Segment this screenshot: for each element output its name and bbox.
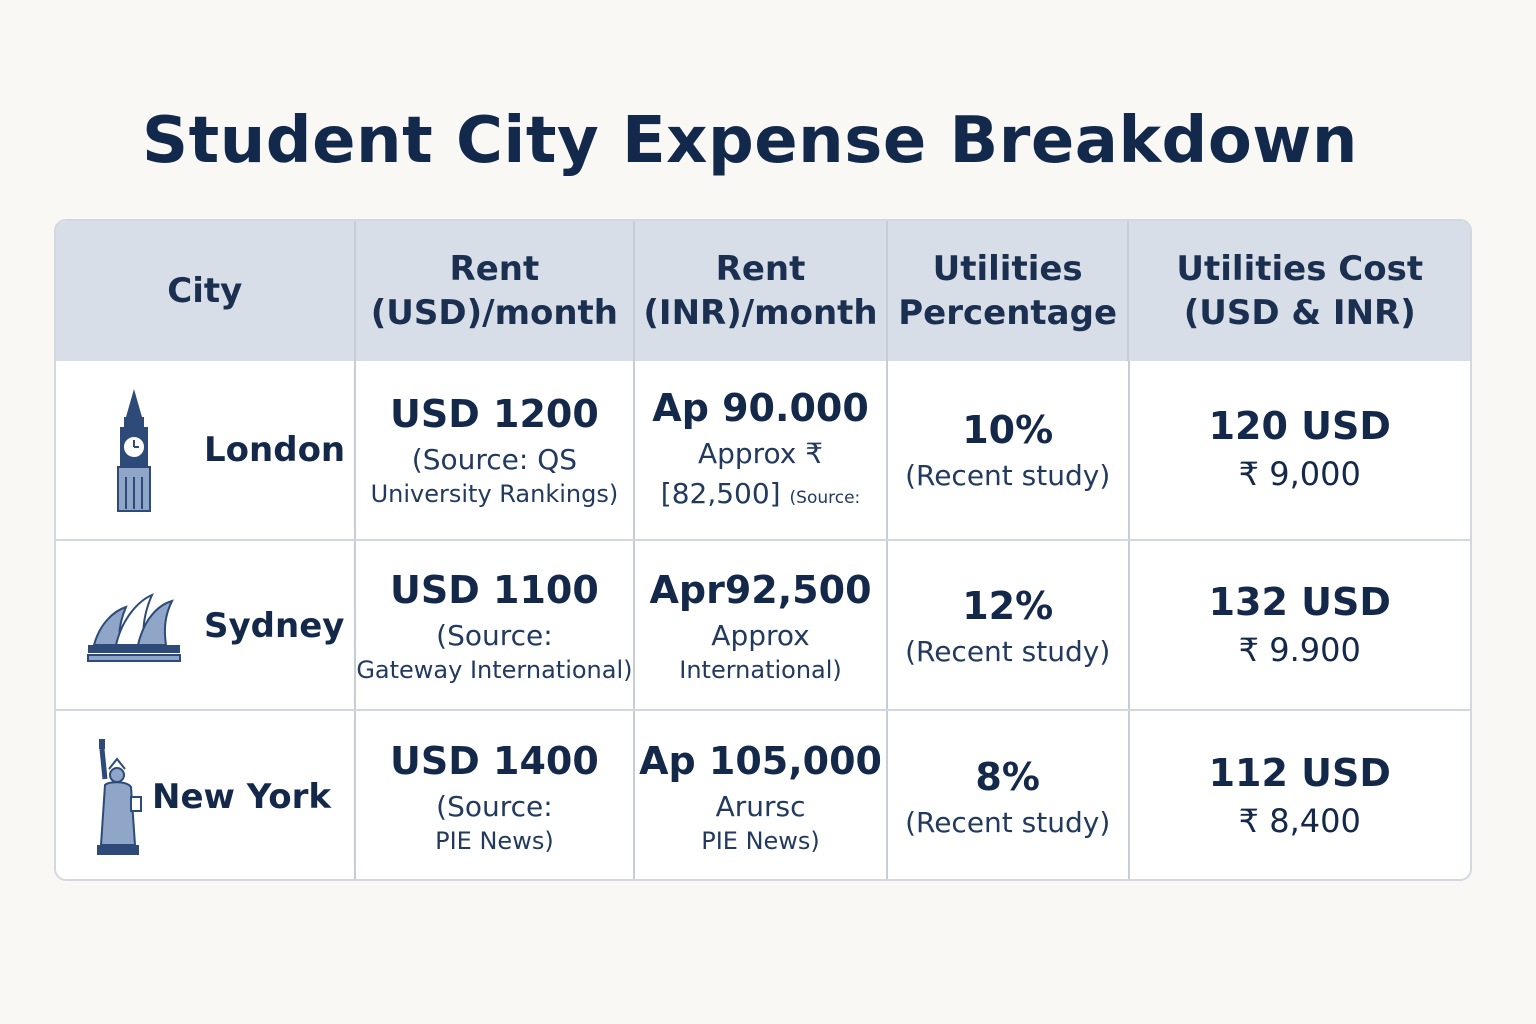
rent-inr-value: Apr92,500: [649, 568, 872, 612]
utilities-cost-usd: 120 USD: [1208, 404, 1391, 448]
utilities-percentage-value: 8%: [975, 755, 1040, 799]
utilities-cost-cell: 112 USD ₹ 8,400: [1130, 711, 1471, 879]
rent-inr-cell: Apr92,500 Approx International): [635, 541, 888, 711]
header-label: Rent: [449, 249, 540, 289]
rent-usd-value: USD 1400: [390, 739, 599, 783]
rent-inr-value: Ap 105,000: [639, 739, 882, 783]
city-name: Sydney: [204, 606, 345, 646]
statue-of-liberty-icon: [84, 732, 154, 862]
header-label: Utilities: [932, 249, 1083, 289]
utilities-cost-inr: ₹ 8,400: [1238, 802, 1361, 840]
utilities-percentage-note: (Recent study): [905, 459, 1111, 492]
utilities-percentage-value: 12%: [962, 584, 1054, 628]
rent-inr-note-line: [82,500] (Source:: [661, 476, 860, 516]
utilities-cost-cell: 120 USD ₹ 9,000: [1130, 361, 1471, 539]
header-label: (USD)/month: [370, 293, 619, 333]
rent-inr-note: [82,500]: [660, 477, 781, 510]
utilities-percentage-note: (Recent study): [905, 806, 1111, 839]
utilities-percentage-cell: 12% (Recent study): [888, 541, 1130, 711]
header-rent-usd: Rent (USD)/month: [356, 221, 636, 361]
table-row: New York USD 1400 (Source: PIE News) Ap …: [56, 709, 1471, 879]
expense-table: City Rent (USD)/month Rent (INR)/month U…: [54, 219, 1472, 881]
rent-usd-note: Gateway International): [356, 656, 633, 684]
city-name: New York: [152, 777, 331, 817]
utilities-percentage-cell: 8% (Recent study): [888, 711, 1130, 879]
rent-inr-value: Ap 90.000: [652, 386, 869, 430]
utilities-percentage-note: (Recent study): [905, 635, 1111, 668]
city-name: London: [204, 430, 346, 470]
utilities-cost-inr: ₹ 9,000: [1238, 455, 1361, 493]
header-label: Utilities Cost: [1176, 249, 1424, 289]
rent-usd-note: University Rankings): [370, 480, 619, 508]
city-cell: Sydney: [56, 541, 356, 711]
table-row: London USD 1200 (Source: QS University R…: [56, 361, 1470, 539]
rent-usd-note: (Source: QS: [411, 443, 578, 476]
rent-inr-cell: Ap 105,000 Arursc PIE News): [635, 711, 888, 879]
header-label: Rent: [715, 249, 806, 289]
rent-inr-note: International): [679, 656, 842, 684]
rent-inr-note: Approx: [711, 619, 810, 652]
big-ben-icon: [84, 385, 184, 515]
rent-inr-note: PIE News): [701, 827, 820, 855]
table-header-row: City Rent (USD)/month Rent (INR)/month U…: [56, 221, 1470, 361]
opera-house-icon: [84, 561, 184, 691]
utilities-cost-usd: 132 USD: [1208, 580, 1391, 624]
utilities-cost-inr: ₹ 9.900: [1238, 631, 1361, 669]
header-rent-inr: Rent (INR)/month: [635, 221, 888, 361]
rent-usd-note: (Source:: [436, 790, 553, 823]
rent-usd-cell: USD 1400 (Source: PIE News): [356, 711, 636, 879]
header-label: City: [167, 271, 243, 311]
header-label: (USD & INR): [1183, 293, 1416, 333]
utilities-cost-cell: 132 USD ₹ 9.900: [1130, 541, 1471, 711]
header-label: (INR)/month: [643, 293, 878, 333]
rent-usd-cell: USD 1100 (Source: Gateway International): [356, 541, 636, 711]
header-utilities-percentage: Utilities Percentage: [888, 221, 1130, 361]
header-utilities-cost: Utilities Cost (USD & INR): [1129, 221, 1470, 361]
city-cell: London: [56, 361, 356, 539]
rent-usd-value: USD 1100: [390, 568, 599, 612]
rent-inr-cell: Ap 90.000 Approx ₹ [82,500] (Source:: [635, 361, 888, 539]
utilities-percentage-value: 10%: [962, 408, 1054, 452]
rent-usd-note: (Source:: [436, 619, 553, 652]
rent-inr-note: Approx ₹: [697, 437, 824, 470]
table-row: Sydney USD 1100 (Source: Gateway Interna…: [56, 539, 1470, 711]
page-title: Student City Expense Breakdown: [142, 104, 1358, 178]
rent-inr-source: (Source:: [789, 488, 861, 508]
city-cell: New York: [56, 711, 356, 879]
utilities-percentage-cell: 10% (Recent study): [888, 361, 1130, 539]
rent-usd-value: USD 1200: [390, 392, 599, 436]
rent-usd-note: PIE News): [435, 827, 554, 855]
rent-inr-note: Arursc: [715, 790, 806, 823]
header-label: Percentage: [898, 293, 1118, 333]
utilities-cost-usd: 112 USD: [1208, 751, 1391, 795]
header-city: City: [56, 221, 356, 361]
rent-usd-cell: USD 1200 (Source: QS University Rankings…: [356, 361, 636, 539]
